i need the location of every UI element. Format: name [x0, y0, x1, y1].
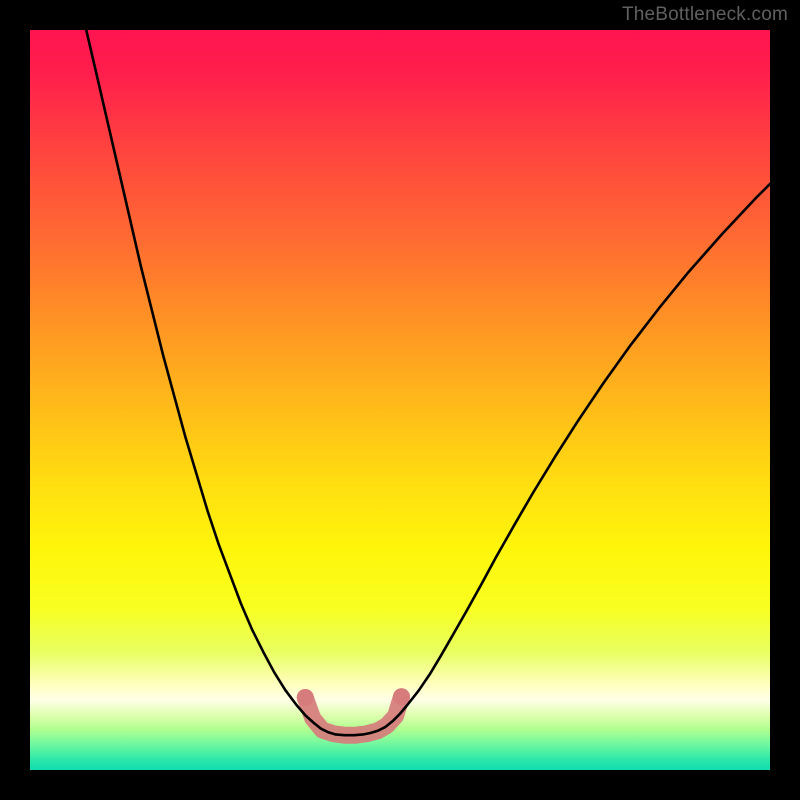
highlight-dot-right — [393, 688, 410, 705]
main-curve — [86, 30, 770, 735]
highlight-segment — [305, 697, 401, 735]
plot-area — [30, 30, 770, 770]
highlight-dot-left — [297, 689, 314, 706]
curve-layer — [30, 30, 770, 770]
watermark-text: TheBottleneck.com — [622, 4, 788, 26]
